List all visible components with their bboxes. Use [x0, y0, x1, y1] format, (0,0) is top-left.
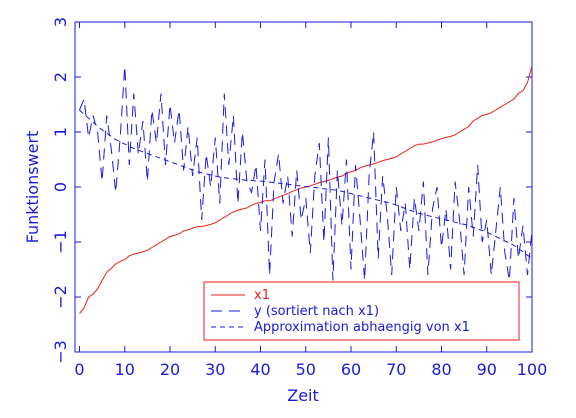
- series-layer: [79, 65, 532, 314]
- x-tick-label: 90: [477, 360, 497, 379]
- y-tick-label: 2: [51, 72, 70, 82]
- y-tick-label: 3: [51, 17, 70, 27]
- x-tick-label: 40: [250, 360, 270, 379]
- y-tick-label: −3: [51, 340, 70, 364]
- y-tick-label: 1: [51, 127, 70, 137]
- x-tick-label: 30: [205, 360, 225, 379]
- tick-labels: 0 10 20 30 40 50 60 70 80 90 100 −3 −2 −1 0 1 2 3: [51, 17, 547, 379]
- legend-box: [203, 281, 520, 341]
- y-axis-label: Funktionswert: [23, 131, 42, 244]
- legend-label-x1: x1: [254, 288, 270, 303]
- x-tick-label: 80: [431, 360, 451, 379]
- tick-marks: [75, 21, 533, 353]
- x-tick-label: 20: [160, 360, 180, 379]
- x-tick-label: 50: [296, 360, 316, 379]
- x-tick-label: 0: [74, 360, 84, 379]
- x-axis-label: Zeit: [287, 386, 319, 405]
- y-tick-label: 0: [51, 182, 70, 192]
- y-tick-label: −1: [51, 230, 70, 254]
- x-tick-label: 70: [386, 360, 406, 379]
- legend-label-approx: Approximation abhaengig von x1: [254, 320, 470, 335]
- legend: x1 y (sortiert nach x1) Approximation ab…: [203, 281, 520, 341]
- y-tick-label: −2: [51, 285, 70, 309]
- x-tick-label: 60: [341, 360, 361, 379]
- x-tick-label: 100: [517, 360, 548, 379]
- series-x1-line: [79, 65, 532, 314]
- series-y-line: [79, 65, 532, 281]
- x-tick-label: 10: [115, 360, 135, 379]
- legend-label-y: y (sortiert nach x1): [254, 304, 379, 319]
- series-approximation-line: [79, 109, 532, 259]
